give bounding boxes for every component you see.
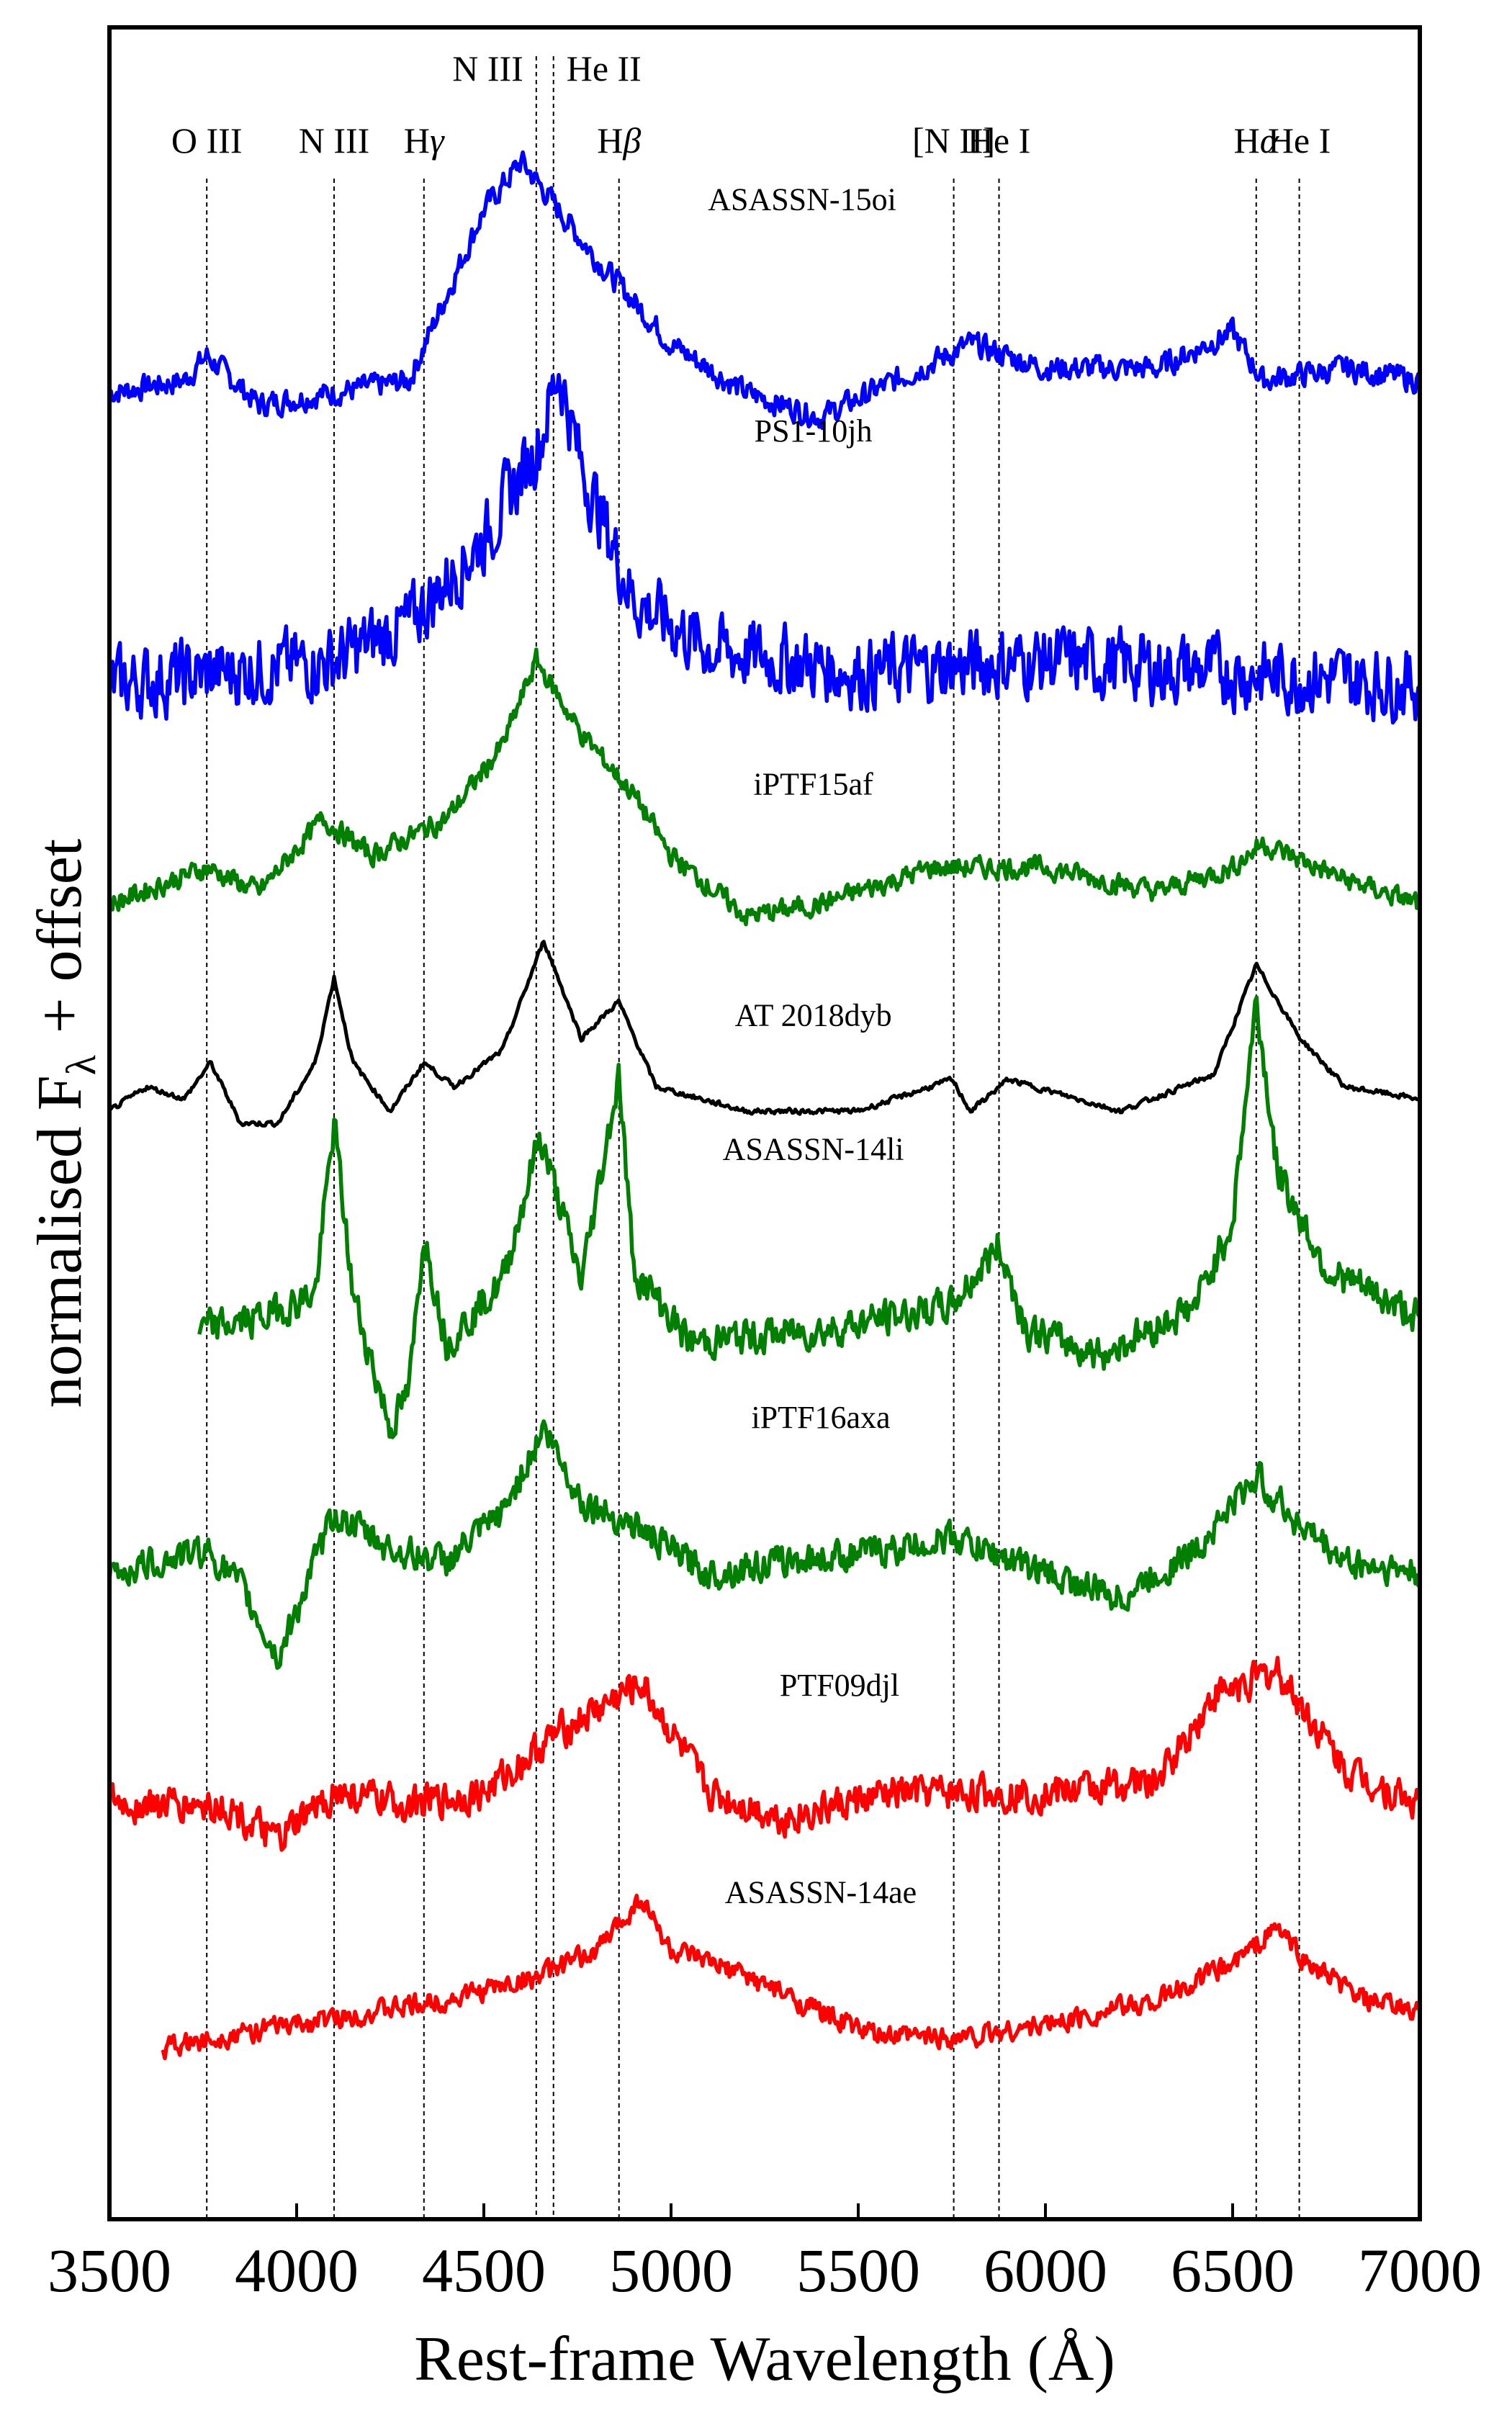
line-label-2: Hγ bbox=[404, 120, 445, 161]
line-label-6: [N II] bbox=[912, 120, 995, 161]
spectrum-label-7: ASASSN-14ae bbox=[725, 1874, 917, 1910]
spectrum-line-6 bbox=[107, 1655, 1421, 1852]
x-tick-label-0: 3500 bbox=[48, 2236, 171, 2305]
line-label-3: N III bbox=[452, 48, 523, 89]
spectrum-label-3: AT 2018dyb bbox=[735, 998, 892, 1033]
spectrum-label-5: iPTF16axa bbox=[751, 1400, 890, 1435]
x-tick-label-4: 5500 bbox=[796, 2236, 920, 2305]
spectrum-line-5 bbox=[107, 1419, 1421, 1671]
spectrum-label-2: iPTF15af bbox=[753, 766, 873, 801]
spectrum-line-4 bbox=[197, 995, 1422, 1439]
spectrum-label-1: PS1-10jh bbox=[755, 413, 873, 449]
spectrum-label-4: ASASSN-14li bbox=[723, 1132, 904, 1167]
x-tick-label-1: 4000 bbox=[235, 2236, 359, 2305]
x-tick-label-3: 5000 bbox=[609, 2236, 733, 2305]
spectrum-line-7 bbox=[161, 1893, 1422, 2061]
x-axis-ticks: 3500 4000 4500 5000 5500 6000 6500 7000 bbox=[48, 2203, 1482, 2305]
y-axis-title: normalised Fλ+ offset bbox=[25, 839, 104, 1408]
x-tick-label-5: 6000 bbox=[984, 2236, 1107, 2305]
line-label-0: O III bbox=[171, 120, 243, 161]
x-tick-label-7: 7000 bbox=[1358, 2236, 1482, 2305]
plot-frame bbox=[107, 25, 1422, 2221]
y-axis-title-text: normalised Fλ+ offset bbox=[25, 839, 104, 1408]
x-tick-label-2: 4500 bbox=[422, 2236, 546, 2305]
line-label-4: He II bbox=[567, 48, 642, 89]
spectrum-line-1 bbox=[107, 372, 1421, 725]
line-label-5: Hβ bbox=[597, 120, 641, 161]
x-tick-label-6: 6500 bbox=[1171, 2236, 1295, 2305]
spectrum-label-6: PTF09djl bbox=[780, 1668, 899, 1703]
x-axis-title: Rest-frame Wavelength (Å) bbox=[414, 2324, 1115, 2394]
spectrum-line-2 bbox=[107, 647, 1422, 927]
line-label-1: N III bbox=[299, 120, 370, 161]
spectrum-line-0 bbox=[107, 150, 1421, 431]
line-label-7: He I bbox=[968, 120, 1030, 161]
line-label-8: Hα bbox=[1234, 120, 1280, 161]
spectrum-labels-group: ASASSN-15oi PS1-10jh iPTF15af AT 2018dyb ASA… bbox=[708, 182, 917, 1910]
spectrum-label-0: ASASSN-15oi bbox=[708, 182, 896, 217]
spectra-group bbox=[107, 150, 1422, 2061]
line-label-9: He I bbox=[1268, 120, 1331, 161]
spectrum-line-3 bbox=[108, 940, 1422, 1128]
